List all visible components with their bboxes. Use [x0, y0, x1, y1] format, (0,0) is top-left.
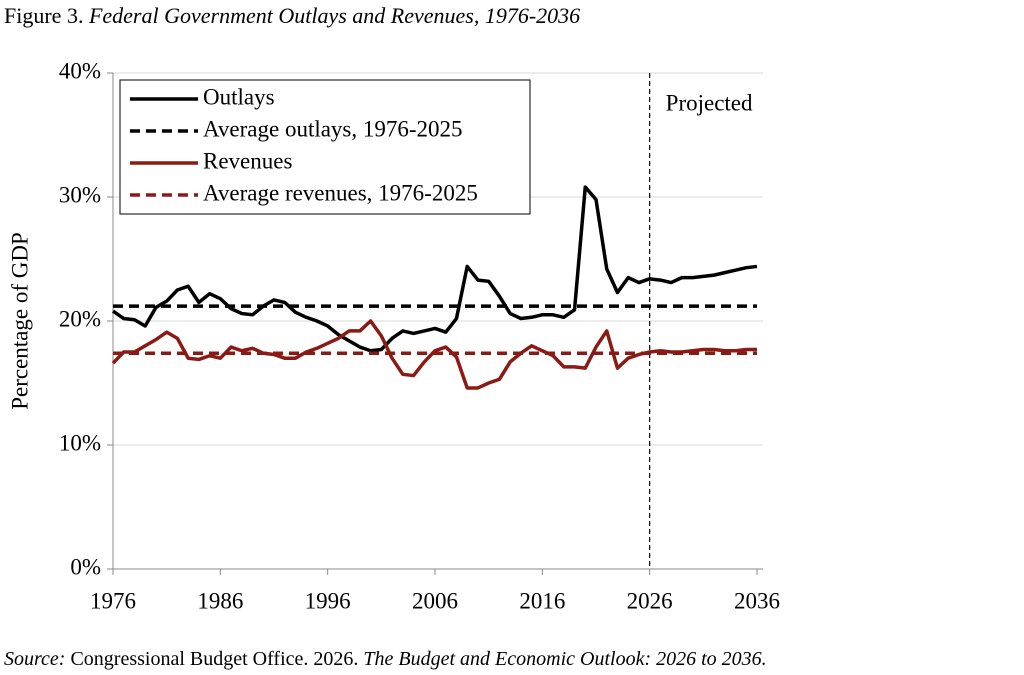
x-tick-label: 1976 — [90, 588, 136, 613]
y-tick-label: 30% — [59, 182, 101, 207]
x-tick-label: 2036 — [734, 588, 780, 613]
y-axis-label: Percentage of GDP — [7, 232, 32, 410]
x-tick-label: 1996 — [305, 588, 351, 613]
x-tick-label: 2016 — [519, 588, 565, 613]
x-tick-label: 1986 — [197, 588, 243, 613]
source-label: Source: — [4, 648, 65, 670]
y-tick-label: 10% — [59, 430, 101, 455]
legend-label: Average outlays, 1976-2025 — [203, 116, 463, 141]
y-tick-label: 0% — [70, 554, 101, 579]
legend: Outlays Average outlays, 1976-2025 Revenue… — [119, 79, 531, 215]
chart-title: Figure 3. Federal Government Outlays and… — [4, 3, 580, 28]
series-line — [112, 185, 758, 353]
legend-label: Revenues — [203, 148, 292, 173]
y-tick-label: 20% — [59, 306, 101, 331]
source-text: Congressional Budget Office. 2026. — [70, 648, 358, 670]
legend-label: Average revenues, 1976-2025 — [203, 180, 478, 205]
y-tick-label: 40% — [59, 58, 101, 83]
legend-box — [119, 79, 531, 215]
title: Federal Government Outlays and Revenues,… — [88, 3, 580, 28]
figure-label: Figure 3. — [4, 3, 83, 28]
x-tick-label: 2026 — [627, 588, 673, 613]
projection-label: Projected — [666, 90, 753, 115]
x-tick-label: 2006 — [412, 588, 458, 613]
legend-label: Outlays — [203, 84, 275, 109]
source-publication: The Budget and Economic Outlook: 2026 to… — [363, 648, 766, 670]
source: Source: Congressional Budget Office. 202… — [4, 648, 767, 670]
